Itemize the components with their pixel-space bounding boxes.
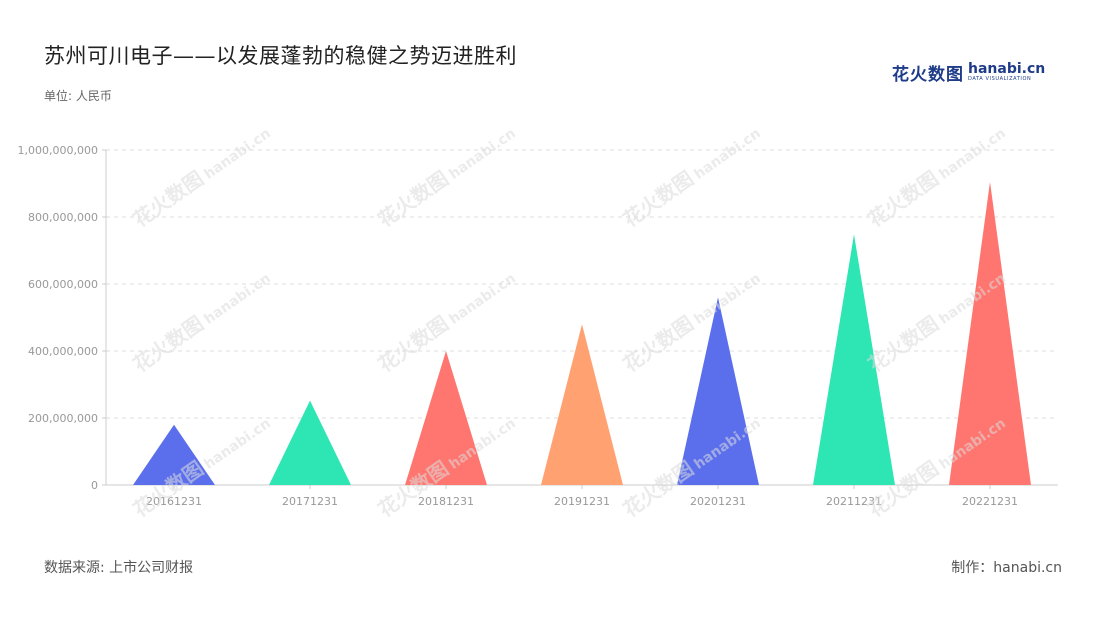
x-tick-label: 20171231 <box>282 495 338 508</box>
y-tick-label: 1,000,000,000 <box>18 144 98 157</box>
logo-sub-text: DATA VISUALIZATION <box>968 76 1032 82</box>
x-tick-label: 20211231 <box>826 495 882 508</box>
logo-en-text: hanabi.cn <box>968 61 1046 77</box>
data-source: 数据来源: 上市公司财报 <box>44 560 194 576</box>
triangle-bar <box>405 351 487 485</box>
unit-label: 单位: 人民币 <box>44 89 112 103</box>
x-tick-label: 20221231 <box>962 495 1018 508</box>
triangle-bar <box>813 234 895 485</box>
triangle-bar <box>133 424 215 485</box>
credit-text: 制作：hanabi.cn <box>951 560 1062 576</box>
y-tick-label: 0 <box>91 479 98 492</box>
chart-title: 苏州可川电子——以发展蓬勃的稳健之势迈进胜利 <box>44 44 517 68</box>
logo-en-group: hanabi.cn DATA VISUALIZATION <box>968 62 1045 82</box>
logo-cn-text: 花火数图 <box>892 64 964 85</box>
x-tick-label: 20161231 <box>146 495 202 508</box>
triangle-bar <box>949 181 1031 485</box>
triangle-bar <box>269 400 351 485</box>
y-tick-label: 800,000,000 <box>28 211 98 224</box>
y-tick-label: 400,000,000 <box>28 345 98 358</box>
triangle-bar <box>541 324 623 485</box>
y-tick-label: 600,000,000 <box>28 278 98 291</box>
triangle-bar <box>677 297 759 485</box>
x-tick-label: 20201231 <box>690 495 746 508</box>
mark-layer <box>133 181 1031 485</box>
x-tick-label: 20181231 <box>418 495 474 508</box>
label-layer: 0 200,000,000 400,000,000 600,000,000 800,00… <box>18 144 1018 508</box>
y-tick-label: 200,000,000 <box>28 412 98 425</box>
x-tick-label: 20191231 <box>554 495 610 508</box>
brand-logo: 花火数图 hanabi.cn DATA VISUALIZATION <box>892 60 1045 85</box>
